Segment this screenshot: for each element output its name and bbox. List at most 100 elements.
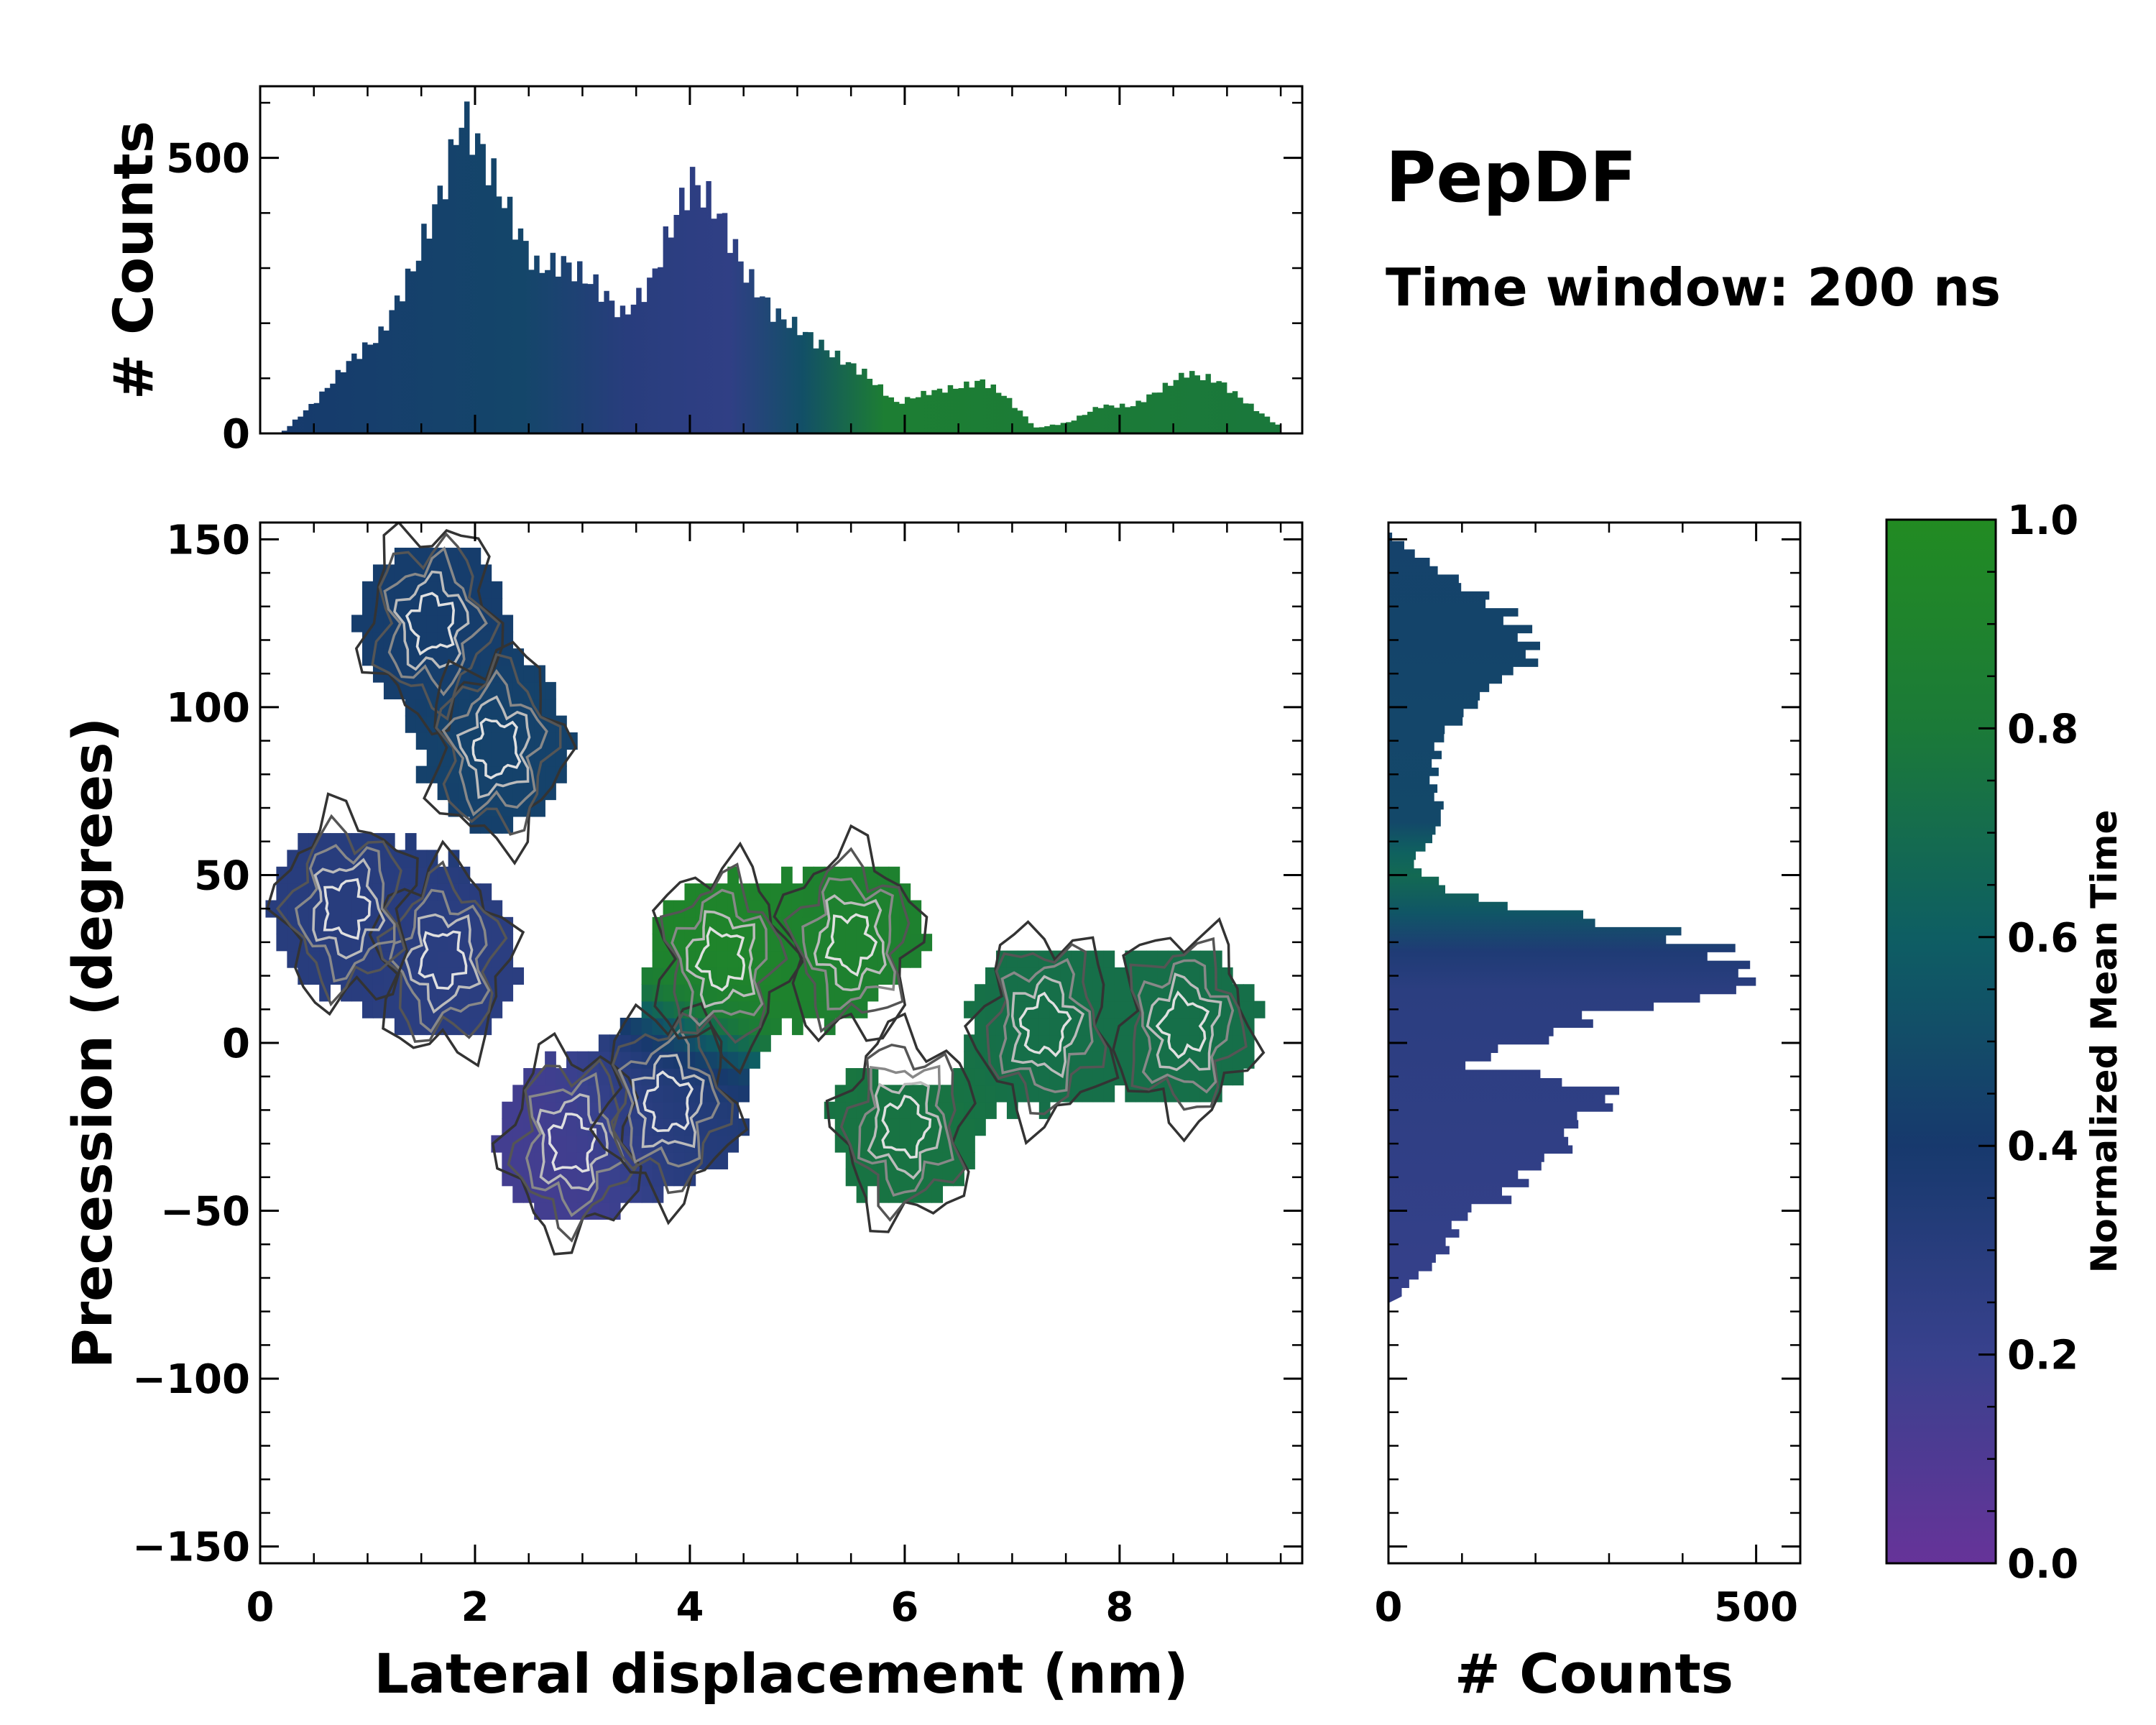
heatmap-cell [652, 1151, 664, 1169]
heatmap-cell [727, 934, 740, 952]
heatmap-cell [276, 934, 288, 952]
heatmap-cell [877, 916, 890, 934]
heatmap-cell [834, 1085, 847, 1103]
heatmap-cell [985, 967, 997, 985]
heatmap-cell [351, 984, 363, 1002]
heatmap-cell [415, 681, 428, 700]
density-contour [1129, 937, 1248, 1111]
heatmap-cell [491, 1000, 503, 1018]
heatmap-cell [362, 883, 374, 901]
heatmap-cell [469, 934, 482, 952]
heatmap-cell [491, 900, 503, 918]
heatmap-cell [652, 950, 664, 968]
heatmap-cell [888, 916, 900, 934]
heatmap-cell [426, 883, 438, 901]
heatmap-cell [459, 715, 471, 733]
heatmap-cell [641, 967, 653, 985]
heatmap-cell [1082, 1051, 1094, 1069]
heatmap-cell [598, 1085, 610, 1103]
heatmap-cell [781, 883, 793, 901]
heatmap-cell [867, 984, 879, 1002]
heatmap-cell [931, 1169, 944, 1187]
heatmap-cell [415, 984, 428, 1002]
heatmap-cell [717, 916, 729, 934]
heatmap-cell [845, 883, 857, 901]
heatmap-cell [684, 1017, 696, 1036]
x-axis-label: Lateral displacement (nm) [374, 1642, 1188, 1706]
density-contour [825, 1012, 977, 1233]
heatmap-cell [341, 883, 352, 901]
top-y-axis-label: # Counts [101, 121, 165, 400]
x-tick-label: 2 [461, 1584, 489, 1631]
right-histogram-area [1388, 533, 1756, 1303]
heatmap-cell [791, 916, 803, 934]
heatmap-cell [663, 1051, 675, 1069]
heatmap-cell [834, 866, 847, 884]
heatmap-cell [652, 934, 664, 952]
heatmap-cell [502, 765, 514, 783]
heatmap-cell [877, 1118, 890, 1136]
density-contour [312, 857, 386, 960]
heatmap-cell [480, 581, 492, 599]
heatmap-cell [512, 765, 525, 783]
heatmap-cell [502, 732, 514, 750]
heatmap-cell [845, 934, 857, 952]
heatmap-cell [415, 715, 428, 733]
heatmap-cell [727, 967, 740, 985]
heatmap-cell [975, 1034, 986, 1052]
heatmap-cell [673, 934, 686, 952]
heatmap-cell [415, 548, 428, 566]
heatmap-cell [448, 934, 460, 952]
heatmap-cell [1103, 950, 1115, 968]
density-contour [985, 942, 1107, 1116]
heatmap-cell [975, 1101, 986, 1119]
heatmap-cell [717, 950, 729, 968]
heatmap-cell [845, 1118, 857, 1136]
heatmap-cell [673, 1101, 686, 1119]
heatmap-cell [942, 1169, 954, 1187]
density-contour [456, 695, 531, 799]
heatmap-cell [502, 984, 514, 1002]
heatmap-cell [491, 749, 503, 767]
heatmap-cell [351, 615, 363, 632]
heatmap-cell [1189, 967, 1201, 985]
heatmap-cell [910, 916, 922, 934]
heatmap-cell [298, 916, 310, 934]
heatmap-cell [426, 916, 438, 934]
heatmap-cell [1103, 967, 1115, 985]
heatmap-cell [383, 648, 395, 666]
colorbar-tick-label: 0.4 [2007, 1123, 2078, 1170]
heatmap-cell [276, 883, 288, 901]
heatmap-cell [663, 934, 675, 952]
heatmap-cell [673, 1085, 686, 1103]
heatmap-cell [566, 1169, 578, 1187]
density-contour [783, 847, 911, 1034]
heatmap-cell [287, 866, 299, 884]
heatmap-cell [502, 967, 514, 985]
heatmap-cell [975, 1085, 986, 1103]
heatmap-cell [899, 934, 911, 952]
heatmap-cell [426, 749, 438, 767]
heatmap-cell [717, 1101, 729, 1119]
heatmap-cell [351, 833, 363, 851]
heatmap-cell [1006, 967, 1018, 985]
density-contour [867, 1081, 942, 1180]
heatmap-cell [975, 1017, 986, 1036]
heatmap-cell [1189, 950, 1201, 968]
heatmap-cell [426, 866, 438, 884]
heatmap-cell [502, 916, 514, 934]
heatmap-cell [1103, 984, 1115, 1002]
heatmap-cell [566, 1051, 578, 1069]
heatmap-cell [426, 900, 438, 918]
heatmap-cell [1135, 1034, 1148, 1052]
heatmap-cell [415, 850, 428, 868]
heatmap-cell [437, 648, 449, 666]
heatmap-cell [856, 934, 868, 952]
heatmap-cell [1092, 984, 1105, 1002]
density-contour [824, 913, 878, 977]
heatmap-cell [706, 900, 718, 918]
density-contour [323, 878, 372, 940]
density-contour [1112, 917, 1266, 1143]
density-contour [423, 640, 578, 866]
heatmap-cell [383, 866, 395, 884]
